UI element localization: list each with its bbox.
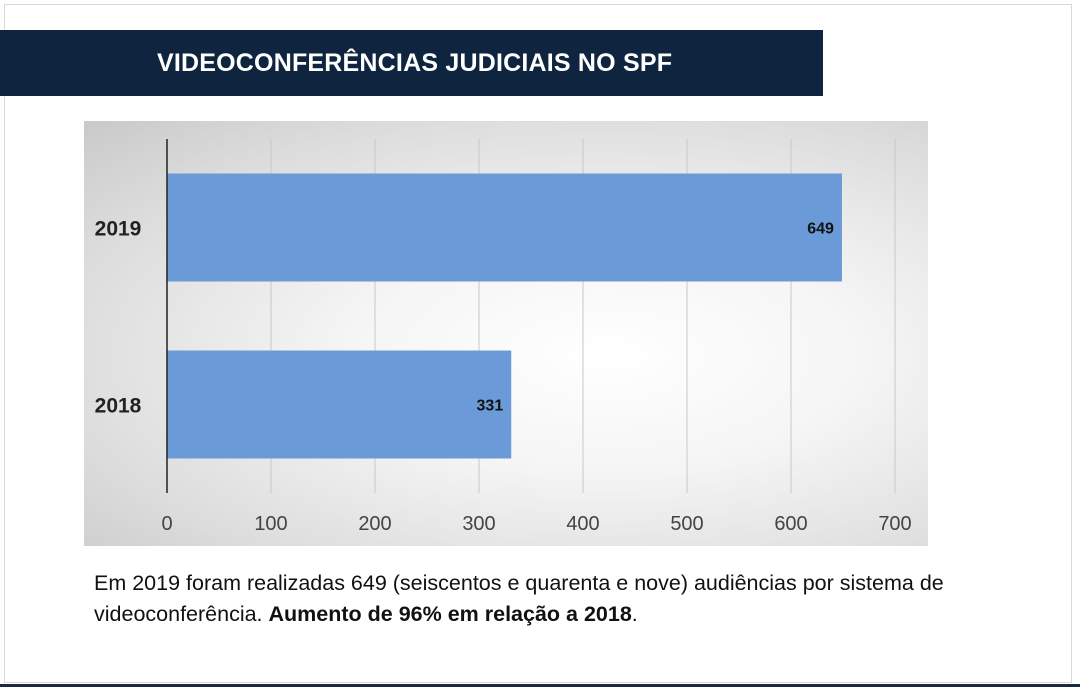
x-tick-label: 500 [670,513,703,535]
data-label: 331 [477,398,504,415]
title-bar: VIDEOCONFERÊNCIAS JUDICIAIS NO SPF [8,30,823,96]
x-tick-label: 300 [462,513,495,535]
caption: Em 2019 foram realizadas 649 (seiscentos… [94,568,1024,630]
bar-2018 [167,350,512,459]
category-label: 2018 [95,395,142,418]
x-tick-label: 0 [161,513,172,535]
x-tick-label: 200 [358,513,391,535]
data-label: 649 [807,221,834,238]
x-tick-label: 600 [774,513,807,535]
page-title: VIDEOCONFERÊNCIAS JUDICIAIS NO SPF [157,48,673,77]
x-tick-label: 400 [566,513,599,535]
caption-text: Em 2019 foram realizadas 649 (seiscentos… [94,571,944,626]
x-tick-label: 700 [878,513,911,535]
bottom-divider [0,684,1080,687]
bar-chart: 0 100 200 300 400 500 600 700 649 2019 331 2018 [95,139,912,535]
category-label: 2019 [95,218,142,241]
x-tick-label: 100 [254,513,287,535]
caption-end: . [631,602,638,626]
bar-2019 [167,173,842,282]
title-accent [0,30,8,96]
caption-highlight: Aumento de 96% em relação a 2018 [268,602,632,626]
chart-area: 0 100 200 300 400 500 600 700 649 2019 331 2018 [84,121,928,546]
